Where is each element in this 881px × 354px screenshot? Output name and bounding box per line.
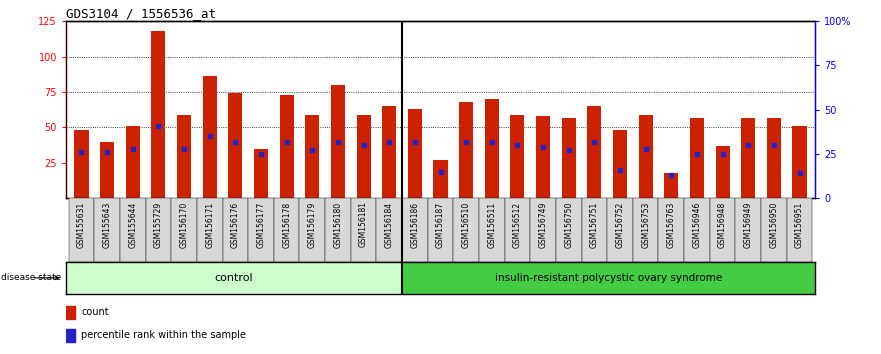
Text: control: control — [215, 273, 253, 283]
Text: GSM156753: GSM156753 — [641, 201, 650, 248]
Bar — [300, 198, 325, 262]
Bar — [152, 31, 166, 198]
Bar — [254, 149, 268, 198]
Bar — [325, 198, 351, 262]
Bar — [530, 198, 556, 262]
Text: GSM156950: GSM156950 — [769, 201, 779, 248]
Text: GSM156512: GSM156512 — [513, 201, 522, 247]
Text: GSM156752: GSM156752 — [616, 201, 625, 248]
Bar — [376, 198, 402, 262]
Text: GSM156186: GSM156186 — [411, 201, 419, 247]
Text: disease state: disease state — [2, 273, 62, 282]
Text: GSM156510: GSM156510 — [462, 201, 470, 248]
Text: GSM156949: GSM156949 — [744, 201, 752, 248]
Text: GSM156177: GSM156177 — [256, 201, 265, 248]
Bar — [177, 115, 191, 198]
Bar — [639, 115, 653, 198]
Text: GSM155644: GSM155644 — [129, 201, 137, 248]
Bar — [357, 115, 371, 198]
Bar — [715, 146, 729, 198]
Bar — [427, 198, 454, 262]
Text: GSM156187: GSM156187 — [436, 201, 445, 247]
Bar — [402, 198, 427, 262]
Text: GSM156948: GSM156948 — [718, 201, 727, 248]
Bar — [787, 198, 812, 262]
Text: GSM156171: GSM156171 — [205, 201, 214, 247]
Bar — [274, 198, 300, 262]
Text: GSM156946: GSM156946 — [692, 201, 701, 248]
Bar — [69, 198, 94, 262]
Bar — [94, 198, 120, 262]
Bar — [196, 198, 223, 262]
Bar — [736, 198, 761, 262]
Bar — [100, 142, 115, 198]
Bar — [248, 198, 274, 262]
Text: insulin-resistant polycystic ovary syndrome: insulin-resistant polycystic ovary syndr… — [495, 273, 722, 283]
Bar — [382, 106, 396, 198]
Bar — [203, 76, 217, 198]
Bar — [454, 198, 479, 262]
Text: GSM155631: GSM155631 — [77, 201, 86, 248]
Bar — [536, 116, 550, 198]
Bar — [66, 262, 402, 294]
Text: GSM156750: GSM156750 — [564, 201, 574, 248]
Text: GSM156751: GSM156751 — [590, 201, 599, 248]
Bar — [145, 198, 171, 262]
Text: GSM156178: GSM156178 — [282, 201, 291, 247]
Text: count: count — [81, 307, 108, 318]
Bar — [766, 118, 781, 198]
Bar — [664, 173, 678, 198]
Text: GSM156179: GSM156179 — [307, 201, 317, 248]
Text: GSM156176: GSM156176 — [231, 201, 240, 248]
Bar — [171, 198, 196, 262]
Bar — [485, 99, 499, 198]
Text: GSM156951: GSM156951 — [795, 201, 804, 248]
Text: GSM156763: GSM156763 — [667, 201, 676, 248]
Bar — [588, 106, 602, 198]
Text: GSM156184: GSM156184 — [385, 201, 394, 247]
Bar — [562, 118, 576, 198]
Bar — [66, 306, 75, 319]
Bar — [710, 198, 736, 262]
Bar — [459, 102, 473, 198]
Bar — [74, 130, 88, 198]
Bar — [510, 115, 524, 198]
Text: percentile rank within the sample: percentile rank within the sample — [81, 330, 246, 341]
Bar — [690, 118, 704, 198]
Bar — [408, 109, 422, 198]
Bar — [761, 198, 787, 262]
Bar — [685, 198, 710, 262]
Bar — [613, 130, 627, 198]
Bar — [279, 95, 293, 198]
Bar — [793, 126, 807, 198]
Text: GSM156749: GSM156749 — [538, 201, 548, 248]
Text: GSM156180: GSM156180 — [333, 201, 343, 247]
Bar — [223, 198, 248, 262]
Bar — [607, 198, 633, 262]
Bar — [741, 118, 755, 198]
Bar — [126, 126, 140, 198]
Text: GSM156511: GSM156511 — [487, 201, 496, 247]
Bar — [658, 198, 685, 262]
Bar — [633, 198, 658, 262]
Bar — [66, 329, 75, 342]
Bar — [581, 198, 607, 262]
Text: GSM155643: GSM155643 — [102, 201, 112, 248]
Text: GSM156170: GSM156170 — [180, 201, 189, 248]
Bar — [331, 85, 345, 198]
Text: GSM156181: GSM156181 — [359, 201, 368, 247]
Bar — [351, 198, 376, 262]
Bar — [228, 93, 242, 198]
Text: GDS3104 / 1556536_at: GDS3104 / 1556536_at — [66, 7, 216, 20]
Bar — [505, 198, 530, 262]
Bar — [479, 198, 505, 262]
Bar — [433, 160, 448, 198]
Bar — [556, 198, 581, 262]
Bar — [305, 115, 319, 198]
Bar — [402, 262, 815, 294]
Text: GSM155729: GSM155729 — [154, 201, 163, 248]
Bar — [120, 198, 145, 262]
